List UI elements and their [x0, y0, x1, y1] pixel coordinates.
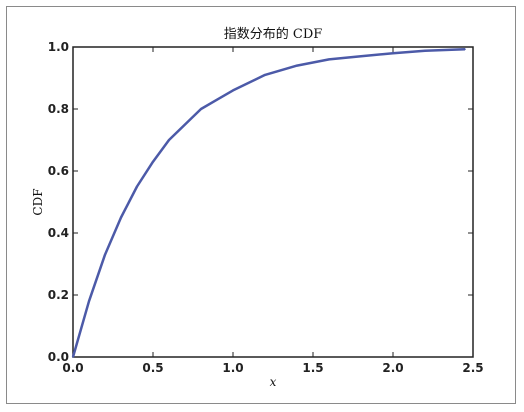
data-point [232, 89, 234, 92]
ticks: 0.0 0.5 1.0 1.5 2.0 2.5 0.0 0.2 0.4 0.6 0.8 1.0 [48, 40, 484, 375]
y-tick-label: 0.0 [48, 350, 69, 364]
x-tick-label: 2.0 [382, 361, 403, 375]
data-point [152, 160, 154, 163]
x-tick-label: 1.0 [222, 361, 243, 375]
chart-title: 指数分布的 CDF [224, 26, 323, 42]
y-tick-label: 0.8 [48, 102, 69, 116]
data-point [264, 74, 266, 76]
y-tick-label: 1.0 [48, 40, 69, 54]
data-point [200, 108, 202, 110]
x-tick-label: 1.5 [302, 361, 323, 375]
data-point [88, 300, 90, 303]
y-tick-label: 0.2 [48, 288, 69, 302]
data-point [360, 55, 362, 58]
data-point [392, 52, 394, 54]
y-axis-label: CDF [31, 188, 45, 215]
series-group [71, 47, 466, 358]
data-point [120, 216, 122, 219]
data-point [136, 185, 138, 188]
cdf-line [71, 47, 466, 358]
data-point [184, 123, 186, 126]
data-point [424, 49, 426, 52]
data-point [168, 139, 170, 141]
data-point [216, 98, 218, 101]
y-tick-label: 0.6 [48, 164, 69, 178]
data-point [72, 356, 74, 358]
data-point [464, 48, 466, 50]
data-point [296, 64, 298, 67]
x-tick-label: 0.0 [62, 361, 83, 375]
x-axis-label: x [270, 375, 277, 389]
plot-area [72, 46, 474, 358]
y-tick-label: 0.4 [48, 226, 69, 240]
x-tick-label: 2.5 [462, 361, 483, 375]
data-point [104, 253, 106, 256]
x-tick-label: 0.5 [142, 361, 163, 375]
data-point [328, 58, 330, 61]
figure-frame [6, 6, 516, 404]
